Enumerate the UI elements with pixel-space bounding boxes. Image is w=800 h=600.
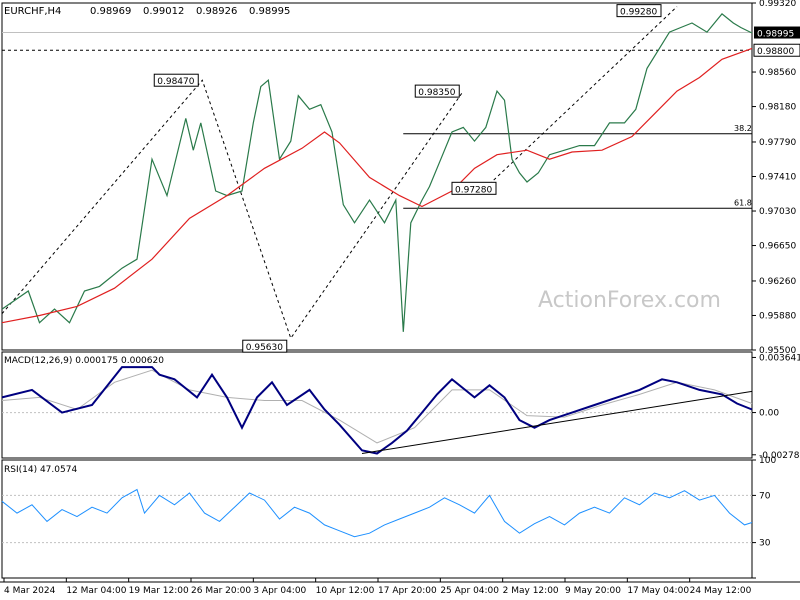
symbol-header: EURCHF,H4 [4,6,61,17]
x-axis-label: 10 Apr 12:00 [316,586,375,596]
dashed-level-label: 0.98800 [757,47,794,57]
annotation-label: 0.97280 [455,185,492,195]
rsi-line [1,488,753,538]
price-panel: EURCHF,H4 0.98969 0.99012 0.98926 0.9899… [4,6,721,313]
annotation-label: 0.98350 [418,88,455,98]
rsi-panel: RSI(14) 47.0574 [4,465,77,475]
moving-average-line [1,47,753,324]
price-axis-label: 0.96260 [759,277,796,287]
annotation-box [414,84,460,98]
fib-level-label: 61.8 [734,198,752,207]
price-axis-label: 0.96650 [759,242,796,252]
rsi-axis-label: 70 [759,491,771,501]
fib-level-label: 38.2 [734,124,752,133]
price-axis-label: 0.99320 [759,0,796,9]
annotation-box [242,339,288,353]
rsi-axis-label: 30 [759,539,771,549]
price-axis-label: 0.98180 [759,103,796,113]
price-series-line [1,13,753,332]
ohlc-open: 0.98969 [90,6,131,17]
ohlc-close: 0.98995 [249,6,290,17]
ohlc-high: 0.99012 [143,6,184,17]
annotation-label: 0.98470 [157,77,194,87]
x-axis-label: 25 Apr 04:00 [440,586,499,596]
x-axis-label: 12 Mar 04:00 [66,586,126,596]
dashed-level-box [753,43,800,57]
macd-trend-line [361,390,753,454]
rsi-axis-label: 100 [759,456,776,466]
annotation-box [153,73,199,87]
rsi-frame [1,459,753,579]
rsi-label: RSI(14) 47.0574 [4,465,77,475]
macd-line [1,366,753,455]
annotation-label: 0.99280 [620,8,657,18]
macd-frame [1,351,753,459]
x-axis-label: 26 Mar 20:00 [191,586,251,596]
x-axis-label: 3 Apr 04:00 [253,586,306,596]
price-axis-label: 0.98560 [759,68,796,78]
trend-dashed-line [484,6,678,189]
price-axis-label: 0.95880 [759,311,796,321]
macd-panel: MACD(12,26,9) 0.000175 0.000620 [4,356,164,366]
annotation-label: 0.95630 [246,343,283,353]
macd-label: MACD(12,26,9) 0.000175 0.000620 [4,356,164,366]
swing-dashed-line [1,79,464,340]
x-axis-label: 19 Mar 12:00 [129,586,189,596]
price-axis-label: 0.97030 [759,207,796,217]
current-price-box [754,26,800,39]
macd-axis-label: -0.002788 [759,451,800,461]
watermark: ActionForex.com [538,288,721,313]
macd-axis-label: 0.00 [759,409,779,419]
price-axis-label: 0.97410 [759,173,796,183]
ohlc-low: 0.98926 [196,6,237,17]
macd-signal-line [1,369,753,444]
x-axis-label: 2 May 12:00 [503,586,559,596]
annotation-box [616,4,662,18]
current-price-label: 0.98995 [757,30,794,40]
annotation-box [451,181,497,195]
x-axis-label: 4 Mar 2024 [4,586,56,596]
x-axis-label: 9 May 20:00 [565,586,621,596]
x-axis-label: 17 Apr 20:00 [378,586,437,596]
price-axis-label: 0.95500 [759,346,796,356]
x-axis-label: 17 May 04:00 [627,586,689,596]
price-axis-label: 0.97790 [759,138,796,148]
x-axis-label: 24 May 12:00 [690,586,752,596]
macd-axis-label: 0.003641 [759,353,800,363]
